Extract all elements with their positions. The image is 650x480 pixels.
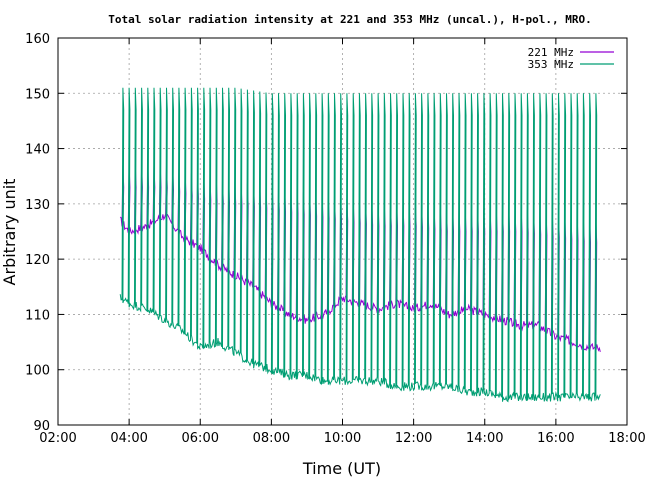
chart-title: Total solar radiation intensity at 221 a… [108, 13, 591, 26]
x-tick-label: 16:00 [537, 431, 574, 446]
y-tick-label: 110 [25, 308, 50, 323]
y-tick-label: 100 [25, 364, 50, 379]
y-tick-label: 120 [25, 253, 50, 268]
y-tick-label: 150 [25, 87, 50, 102]
x-tick-label: 18:00 [608, 431, 645, 446]
legend-label: 221 MHz [528, 46, 574, 59]
x-axis-label: Time (UT) [302, 459, 381, 478]
x-tick-label: 06:00 [182, 431, 219, 446]
ticks: 02:00 04:00 06:00 08:00 10:00 12:00 14:00 16:00… [25, 32, 646, 446]
y-tick-label: 90 [33, 419, 50, 434]
x-tick-label: 02:00 [39, 431, 76, 446]
series-line-353-mhz [119, 87, 601, 403]
x-tick-label: 10:00 [324, 431, 361, 446]
x-tick-label: 14:00 [466, 431, 503, 446]
x-tick-label: 04:00 [110, 431, 147, 446]
series-layer [119, 87, 601, 403]
y-axis-label: Arbitrary unit [0, 179, 19, 286]
grid [58, 38, 627, 425]
y-tick-label: 160 [25, 32, 50, 47]
y-tick-label: 130 [25, 198, 50, 213]
x-tick-label: 12:00 [395, 431, 432, 446]
plot-frame [57, 37, 628, 426]
legend-label: 353 MHz [528, 58, 574, 71]
x-tick-label: 08:00 [253, 431, 290, 446]
y-tick-label: 140 [25, 143, 50, 158]
